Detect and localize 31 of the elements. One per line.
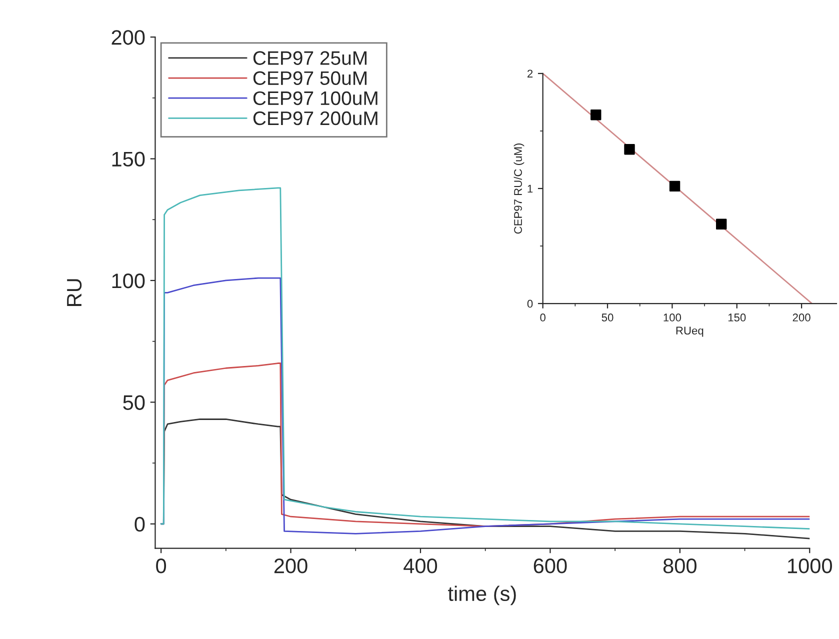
- x-tick-label: 800: [663, 558, 696, 574]
- legend-label: CEP97 200uM: [253, 111, 378, 126]
- y-tick-label: 150: [112, 152, 145, 167]
- point: [590, 110, 602, 120]
- y-tick-label: 2: [527, 70, 533, 78]
- x-tick-label: 0: [156, 558, 166, 574]
- x-tick-label: 200: [792, 314, 810, 322]
- legend-label: CEP97 25uM: [253, 51, 366, 65]
- y-tick-label: 1: [528, 184, 533, 193]
- point: [624, 144, 635, 155]
- legend-label: CEP97 100uM: [253, 91, 378, 106]
- x-tick-label: 200: [274, 558, 308, 574]
- x-axis-title: time (s): [448, 586, 516, 606]
- x-tick-label: 1000: [788, 558, 832, 574]
- x-axis-title: RUeq: [676, 326, 704, 337]
- y-tick-label: 0: [527, 300, 533, 308]
- y-tick-label: 100: [112, 273, 145, 288]
- x-tick-label: 100: [664, 314, 682, 322]
- x-tick-label: 50: [602, 314, 614, 322]
- x-tick-label: 400: [404, 558, 438, 574]
- y-tick-label: 200: [112, 30, 145, 45]
- legend-label: CEP97 50uM: [253, 71, 366, 86]
- y-tick-label: 50: [123, 395, 145, 410]
- y-axis-title: RU: [67, 279, 82, 306]
- x-tick-label: 150: [728, 314, 746, 322]
- point: [716, 218, 727, 230]
- y-tick-label: 0: [134, 516, 145, 532]
- x-tick-label: 0: [540, 314, 546, 322]
- y-axis-title: CEP97 RU/C (uM): [514, 144, 524, 234]
- point: [669, 180, 680, 192]
- x-tick-label: 600: [534, 558, 567, 574]
